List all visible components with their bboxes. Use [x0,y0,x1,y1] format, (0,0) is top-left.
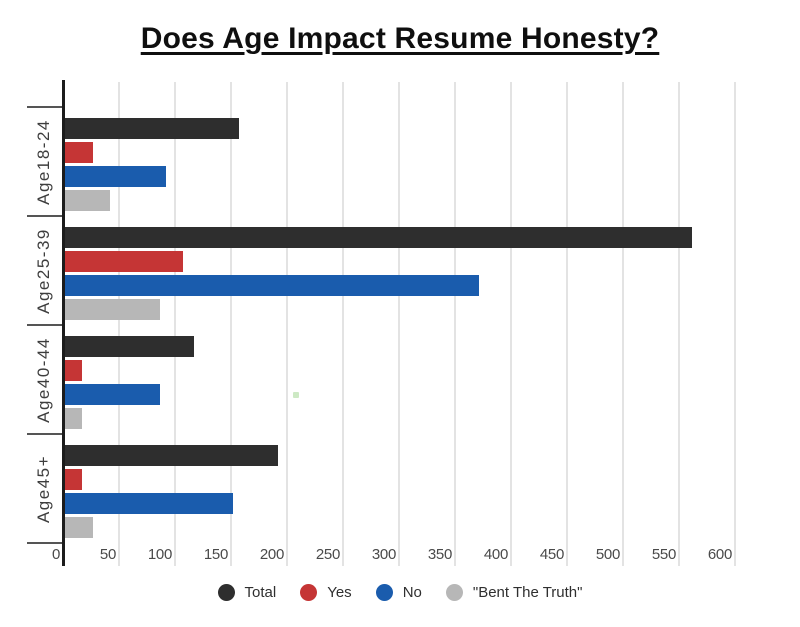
bar-bent-the-truth-age18-24 [65,190,110,211]
category-label: Age18-24 [34,118,53,205]
bar-total-age18-24 [65,118,239,139]
bar-yes-age25-39 [65,251,183,272]
x-tick-label: 0 [51,546,60,563]
legend-label: No [402,584,422,601]
legend-label: Yes [327,584,352,601]
legend: Total Yes No "Bent The Truth" [0,584,800,601]
gridline-x-150 [230,82,232,566]
artifact-green-dot [293,392,299,398]
gridline-x-200 [286,82,288,566]
gridline-x-100 [174,82,176,566]
y-axis-group-tick [27,215,62,217]
legend-swatch-icon [300,584,318,601]
gridline-x-250 [342,82,344,566]
legend-swatch-icon [375,584,393,601]
legend-item-bent-the-truth: "Bent The Truth" [445,584,583,601]
gridline-x-300 [398,82,400,566]
gridline-x-500 [622,82,624,566]
x-tick-label: 300 [371,546,396,563]
x-tick-label: 550 [651,546,676,563]
legend-item-total: Total [217,584,277,601]
y-axis-group-tick [27,106,62,108]
bar-total-age25-39 [65,227,692,248]
y-axis-group-tick [27,433,62,435]
gridline-x-50 [118,82,120,566]
legend-item-yes: Yes [300,584,352,601]
x-tick-label: 400 [483,546,508,563]
gridline-x-400 [510,82,512,566]
y-axis-group-tick [27,324,62,326]
x-tick-label: 200 [259,546,284,563]
bar-yes-age45+ [65,469,82,490]
x-tick-label: 150 [203,546,228,563]
bar-no-age18-24 [65,166,166,187]
legend-item-no: No [375,584,422,601]
x-tick-label: 500 [595,546,620,563]
category-label: Age40-44 [34,336,53,423]
bar-total-age45+ [65,445,278,466]
x-tick-label: 450 [539,546,564,563]
gridline-x-350 [454,82,456,566]
bar-no-age40-44 [65,384,160,405]
gridline-x-550 [678,82,680,566]
bar-no-age25-39 [65,275,479,296]
x-tick-label: 350 [427,546,452,563]
gridline-x-450 [566,82,568,566]
category-label: Age45+ [34,454,53,523]
bar-no-age45+ [65,493,233,514]
x-tick-label: 100 [147,546,172,563]
bar-bent-the-truth-age40-44 [65,408,82,429]
bar-yes-age40-44 [65,360,82,381]
legend-label: "Bent The Truth" [472,584,583,601]
bar-yes-age18-24 [65,142,93,163]
bar-total-age40-44 [65,336,194,357]
y-axis-line [62,80,65,566]
legend-swatch-icon [445,584,463,601]
x-tick-label: 250 [315,546,340,563]
gridline-x-600 [734,82,736,566]
y-axis-group-tick [27,542,62,544]
x-tick-label: 50 [99,546,116,563]
chart-title: Does Age Impact Resume Honesty? [140,22,660,55]
x-tick-label: 600 [707,546,732,563]
bar-bent-the-truth-age25-39 [65,299,160,320]
category-label: Age25-39 [34,227,53,314]
bar-bent-the-truth-age45+ [65,517,93,538]
legend-swatch-icon [217,584,235,601]
legend-label: Total [244,584,277,601]
